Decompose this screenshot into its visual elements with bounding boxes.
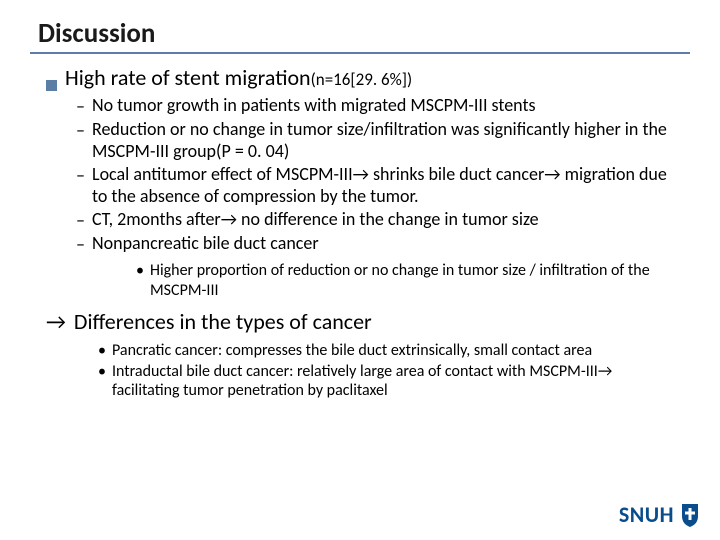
level3-group: • Pancratic cancer: compresses the bile …: [98, 341, 680, 401]
bullet-level2: – CT, 2months after→ no difference in th…: [76, 209, 680, 231]
sample-annotation: (n=16[29. 6%]): [311, 69, 413, 90]
bullet-level2: – No tumor growth in patients with migra…: [76, 95, 680, 117]
dot-icon: •: [98, 362, 112, 400]
slide: Discussion High rate of stent migration(…: [0, 0, 720, 540]
conclusion-text: Differences in the types of cancer: [74, 308, 372, 335]
sub-text: No tumor growth in patients with migrate…: [92, 95, 536, 117]
bullet-level1: High rate of stent migration(n=16[29. 6%…: [46, 64, 680, 91]
bullet-level3: • Pancratic cancer: compresses the bile …: [98, 341, 680, 360]
sub2-text: Intraductal bile duct cancer: relatively…: [112, 362, 680, 400]
bullet-level2: – Nonpancreatic bile duct cancer: [76, 233, 680, 255]
bullet-level3: • Intraductal bile duct cancer: relative…: [98, 362, 680, 400]
dash-icon: –: [76, 164, 92, 207]
content-area: High rate of stent migration(n=16[29. 6%…: [46, 64, 680, 408]
bullet1-text: High rate of stent migration(n=16[29. 6%…: [65, 64, 412, 91]
logo-text: SNUH: [619, 501, 674, 528]
dash-icon: –: [76, 119, 92, 162]
sub2-text: Pancratic cancer: compresses the bile du…: [112, 341, 592, 360]
dash-icon: –: [76, 209, 92, 231]
main-heading: High rate of stent migration: [65, 64, 311, 91]
bullet-level3: • Higher proportion of reduction or no c…: [136, 261, 680, 299]
sub-text: Reduction or no change in tumor size/inf…: [92, 119, 680, 162]
arrow-icon: →: [46, 308, 66, 335]
sub2-text: Higher proportion of reduction or no cha…: [150, 261, 680, 299]
level3-group: • Higher proportion of reduction or no c…: [136, 261, 680, 299]
sub-text: Nonpancreatic bile duct cancer: [92, 233, 319, 255]
sub-text: CT, 2months after→ no difference in the …: [92, 209, 539, 231]
conclusion-line: → Differences in the types of cancer: [46, 308, 680, 335]
shield-icon: [680, 502, 700, 528]
dot-icon: •: [136, 261, 150, 299]
logo: SNUH: [619, 501, 700, 528]
level2-group: – No tumor growth in patients with migra…: [76, 95, 680, 300]
title-bar: Discussion: [30, 14, 690, 54]
slide-title: Discussion: [30, 17, 155, 50]
square-bullet-icon: [46, 80, 57, 91]
bullet-level2: – Reduction or no change in tumor size/i…: [76, 119, 680, 162]
sub-text: Local antitumor effect of MSCPM-III→ shr…: [92, 164, 680, 207]
dash-icon: –: [76, 233, 92, 255]
dash-icon: –: [76, 95, 92, 117]
dot-icon: •: [98, 341, 112, 360]
bullet-level2: – Local antitumor effect of MSCPM-III→ s…: [76, 164, 680, 207]
